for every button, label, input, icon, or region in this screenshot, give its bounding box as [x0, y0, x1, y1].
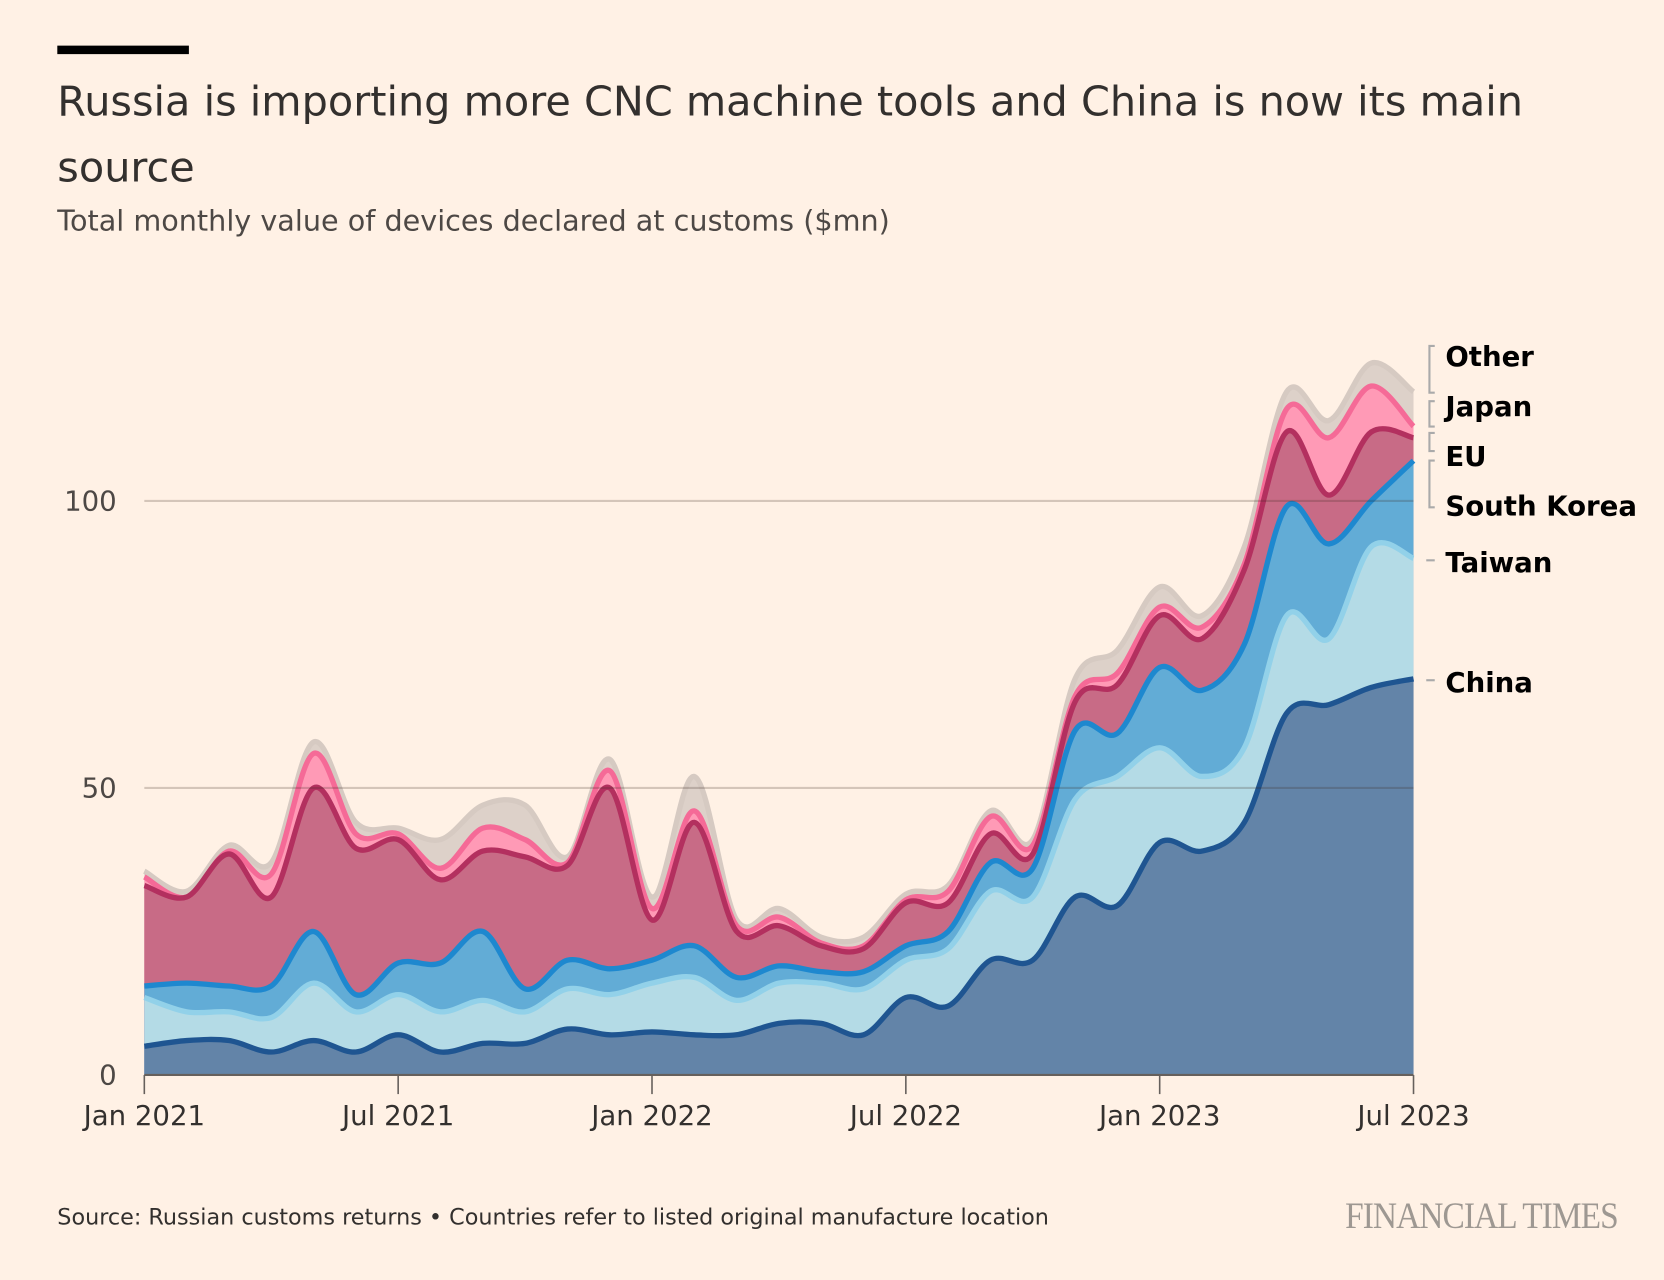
label-bracket-south-korea [1428, 459, 1435, 509]
series-label-japan: Japan [1443, 390, 1532, 423]
chart-subtitle: Total monthly value of devices declared … [57, 204, 890, 238]
y-tick-label: 50 [82, 771, 117, 804]
label-bracket-other [1428, 344, 1435, 394]
series-label-south-korea: South Korea [1445, 490, 1637, 523]
chart-title: Russia is importing more CNC machine too… [57, 78, 1523, 193]
x-tick-label: Jan 2021 [82, 1099, 205, 1132]
x-tick-label: Jul 2022 [848, 1099, 962, 1132]
x-tick-label: Jul 2021 [340, 1099, 454, 1132]
source-note: Source: Russian customs returns • Countr… [57, 1204, 1049, 1230]
x-tick-label: Jan 2022 [589, 1099, 712, 1132]
label-bracket-eu [1428, 431, 1435, 453]
line-eu [143, 426, 1415, 955]
series-label-taiwan: Taiwan [1445, 546, 1552, 579]
x-tick-label: Jan 2023 [1097, 1099, 1220, 1132]
line-taiwan [143, 540, 1415, 1022]
line-other [142, 360, 1416, 945]
x-tick-label: Jul 2023 [1355, 1099, 1469, 1132]
label-bracket-japan [1428, 400, 1435, 428]
title-accent-bar [57, 45, 189, 55]
series-label-other: Other [1445, 340, 1534, 373]
series-label-eu: EU [1445, 440, 1486, 473]
y-tick-label: 100 [64, 484, 117, 517]
line-china [143, 676, 1415, 1055]
y-tick-label: 0 [99, 1059, 117, 1092]
series-label-china: China [1445, 666, 1533, 699]
area-china [144, 678, 1414, 1075]
ft-logo: FINANCIAL TIMES [1344, 1194, 1619, 1237]
line-south-korea [144, 458, 1416, 998]
line-japan [142, 383, 1416, 952]
